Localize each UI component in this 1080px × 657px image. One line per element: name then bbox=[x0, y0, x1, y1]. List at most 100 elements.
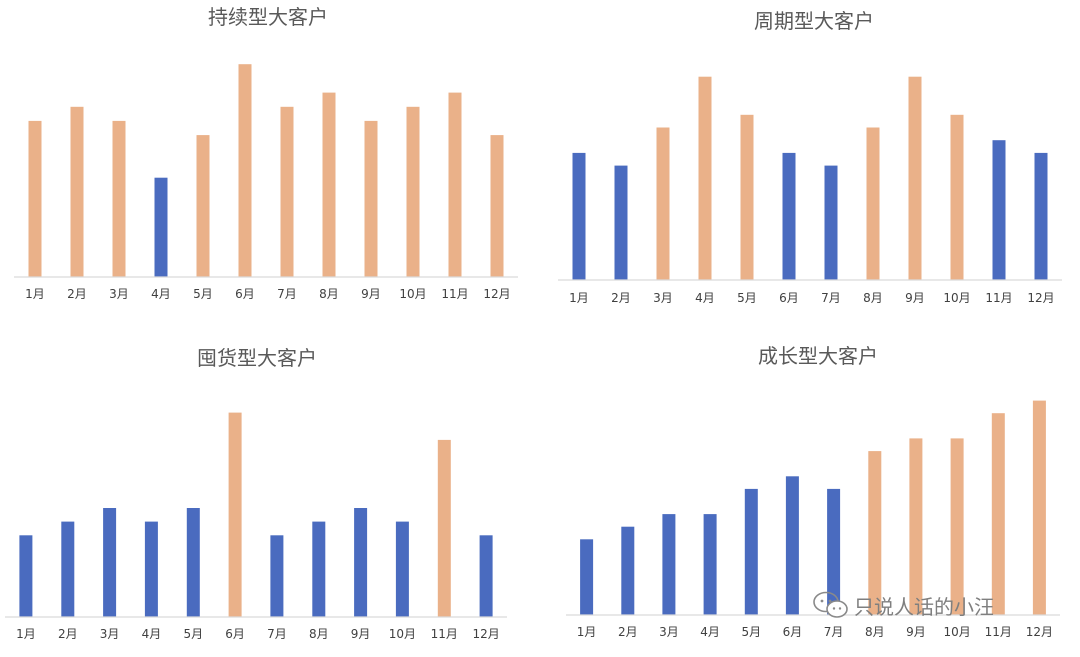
x-tick-label: 2月 bbox=[611, 291, 631, 305]
chart-panel-4: 成长型大客户 1月 2月 3月 4月 5月 6月 7月 8月 9月 10月 11月 12月 bbox=[566, 335, 1076, 657]
x-tick-label: 4月 bbox=[700, 625, 720, 639]
x-tick-label: 4月 bbox=[695, 291, 715, 305]
chart-panel-2: 周期型大客户 1月 2月 3月 4月 5月 6月 7月 8月 9月 10月 11月 12月 bbox=[556, 0, 1071, 314]
x-tick-label: 3月 bbox=[653, 291, 673, 305]
bar-6月 bbox=[785, 476, 799, 615]
bar-1月 bbox=[580, 539, 594, 615]
bar-9月 bbox=[908, 76, 922, 280]
x-tick-label: 7月 bbox=[824, 625, 844, 639]
x-tick-label: 11月 bbox=[985, 291, 1012, 305]
x-tick-label: 12月 bbox=[483, 287, 510, 301]
x-tick-label: 1月 bbox=[16, 627, 36, 641]
watermark: 只说人话的小汪 bbox=[812, 590, 994, 620]
bar-1月 bbox=[28, 120, 42, 278]
bar-3月 bbox=[112, 120, 126, 278]
bar-10月 bbox=[406, 106, 420, 278]
bar-3月 bbox=[662, 514, 676, 615]
bar-11月 bbox=[992, 140, 1006, 280]
bar-3月 bbox=[103, 508, 117, 617]
bar-12月 bbox=[490, 135, 504, 277]
bar-2月 bbox=[70, 106, 84, 278]
x-tick-label: 12月 bbox=[1027, 291, 1054, 305]
chart-title: 成长型大客户 bbox=[758, 344, 878, 368]
x-tick-label: 7月 bbox=[821, 291, 841, 305]
bar-12月 bbox=[1032, 400, 1046, 615]
bar-11月 bbox=[437, 439, 451, 617]
bar-6月 bbox=[782, 152, 796, 280]
bar-7月 bbox=[280, 106, 294, 278]
chart-periodic: 周期型大客户 1月 2月 3月 4月 5月 6月 7月 8月 9月 10月 11月 12月 bbox=[558, 9, 1062, 305]
x-tick-label: 6月 bbox=[235, 287, 255, 301]
bar-10月 bbox=[395, 521, 409, 617]
x-tick-label: 9月 bbox=[906, 625, 926, 639]
x-tick-label: 4月 bbox=[142, 627, 162, 641]
bar-9月 bbox=[909, 438, 923, 615]
bar-7月 bbox=[824, 165, 838, 280]
bar-1月 bbox=[19, 535, 33, 618]
bar-4月 bbox=[698, 76, 712, 280]
x-tick-label: 2月 bbox=[58, 627, 78, 641]
x-tick-label: 8月 bbox=[863, 291, 883, 305]
chart-panel-1: 持续型大客户 1月 2月 3月 4月 5月 6月 7月 8月 9月 10月 11月 12月 bbox=[10, 0, 525, 314]
chart-panel-3: 囤货型大客户 1月 2月 3月 4月 5月 6月 7月 8月 9月 10月 11月 12月 bbox=[5, 335, 515, 657]
watermark-text: 只说人话的小汪 bbox=[854, 594, 994, 619]
chart-stockpile: 囤货型大客户 1月 2月 3月 4月 5月 6月 7月 8月 9月 10月 11月 12月 bbox=[5, 346, 507, 641]
x-tick-label: 10月 bbox=[399, 287, 426, 301]
bar-10月 bbox=[950, 114, 964, 280]
x-tick-label: 10月 bbox=[943, 291, 970, 305]
x-tick-label: 9月 bbox=[361, 287, 381, 301]
x-tick-label: 3月 bbox=[659, 625, 679, 639]
bar-8月 bbox=[322, 92, 336, 277]
bar-2月 bbox=[621, 526, 635, 615]
bar-4月 bbox=[154, 177, 168, 277]
x-tick-label: 7月 bbox=[277, 287, 297, 301]
bar-4月 bbox=[144, 521, 158, 617]
x-tick-label: 6月 bbox=[225, 627, 245, 641]
chart-sustained: 持续型大客户 1月 2月 3月 4月 5月 6月 7月 8月 9月 10月 11月 12月 bbox=[14, 5, 518, 301]
x-tick-label: 1月 bbox=[577, 625, 597, 639]
x-tick-label: 5月 bbox=[183, 627, 203, 641]
bar-12月 bbox=[1034, 152, 1048, 280]
bar-5月 bbox=[740, 114, 754, 280]
x-tick-label: 8月 bbox=[309, 627, 329, 641]
x-tick-label: 8月 bbox=[319, 287, 339, 301]
x-tick-label: 10月 bbox=[943, 625, 970, 639]
bar-9月 bbox=[354, 508, 368, 617]
x-tick-label: 6月 bbox=[779, 291, 799, 305]
x-tick-label: 2月 bbox=[618, 625, 638, 639]
x-tick-label: 1月 bbox=[569, 291, 589, 305]
chart-growth: 成长型大客户 1月 2月 3月 4月 5月 6月 7月 8月 9月 10月 11月 12月 bbox=[566, 344, 1060, 639]
bar-4月 bbox=[703, 514, 717, 615]
bar-8月 bbox=[868, 451, 882, 615]
x-tick-label: 11月 bbox=[431, 627, 458, 641]
chart-title: 囤货型大客户 bbox=[197, 346, 317, 370]
bar-5月 bbox=[744, 488, 758, 615]
bar-8月 bbox=[312, 521, 326, 617]
x-tick-label: 12月 bbox=[1026, 625, 1053, 639]
chart-title: 周期型大客户 bbox=[754, 9, 874, 33]
x-tick-label: 3月 bbox=[109, 287, 129, 301]
x-tick-label: 5月 bbox=[193, 287, 213, 301]
bar-5月 bbox=[186, 508, 200, 617]
bar-2月 bbox=[614, 165, 628, 280]
x-tick-label: 9月 bbox=[905, 291, 925, 305]
x-tick-label: 10月 bbox=[389, 627, 416, 641]
bar-11月 bbox=[991, 413, 1005, 615]
bar-7月 bbox=[827, 488, 841, 615]
bar-9月 bbox=[364, 120, 378, 278]
x-tick-label: 3月 bbox=[100, 627, 120, 641]
bar-5月 bbox=[196, 135, 210, 277]
x-tick-label: 6月 bbox=[783, 625, 803, 639]
bar-7月 bbox=[270, 535, 284, 618]
bar-10月 bbox=[950, 438, 964, 615]
bar-8月 bbox=[866, 127, 880, 280]
bar-1月 bbox=[572, 152, 586, 280]
bar-3月 bbox=[656, 127, 670, 280]
x-tick-label: 5月 bbox=[737, 291, 757, 305]
chart-title: 持续型大客户 bbox=[208, 5, 328, 29]
x-tick-label: 11月 bbox=[441, 287, 468, 301]
bar-12月 bbox=[479, 535, 493, 618]
bar-2月 bbox=[61, 521, 75, 617]
x-tick-label: 4月 bbox=[151, 287, 171, 301]
x-tick-label: 11月 bbox=[985, 625, 1012, 639]
